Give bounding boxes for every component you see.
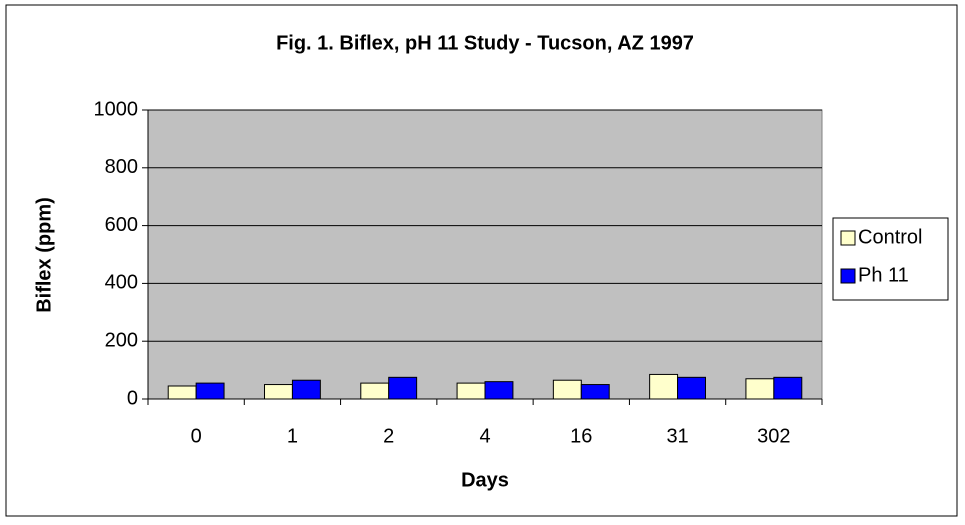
bar	[167, 385, 197, 400]
y-tick-label: 200	[105, 329, 138, 351]
x-tick-label: 1	[287, 425, 298, 447]
x-tick-label: 0	[191, 425, 202, 447]
y-tick-label: 600	[105, 214, 138, 236]
x-tick-label: 4	[479, 425, 490, 447]
bar	[291, 379, 321, 400]
legend-label: Control	[858, 226, 922, 248]
bar	[773, 376, 803, 400]
x-tick-label: 16	[570, 425, 592, 447]
bar	[580, 384, 610, 400]
bar	[677, 376, 706, 400]
y-axis-label: Biflex (ppm)	[33, 197, 55, 313]
bar	[456, 382, 486, 400]
x-tick-label: 302	[757, 425, 790, 447]
legend-label: Ph 11	[858, 264, 909, 286]
x-axis-label: Days	[461, 469, 509, 491]
bar	[264, 384, 293, 400]
bar	[649, 373, 679, 400]
x-tick-label: 31	[666, 425, 688, 447]
chart-title: Fig. 1. Biflex, pH 11 Study - Tucson, AZ…	[276, 32, 694, 54]
y-tick-label: 800	[105, 156, 138, 178]
y-tick-label: 1000	[94, 98, 139, 120]
bar	[552, 379, 582, 400]
bar	[195, 382, 225, 400]
y-tick-label: 0	[127, 387, 138, 409]
bar	[388, 376, 418, 400]
bar	[745, 378, 775, 400]
bar	[484, 381, 514, 400]
bar	[360, 382, 390, 400]
legend-swatch	[840, 230, 856, 246]
legend-swatch	[840, 268, 856, 284]
x-tick-label: 2	[383, 425, 394, 447]
plot-area	[147, 109, 823, 400]
y-tick-label: 400	[105, 272, 138, 294]
